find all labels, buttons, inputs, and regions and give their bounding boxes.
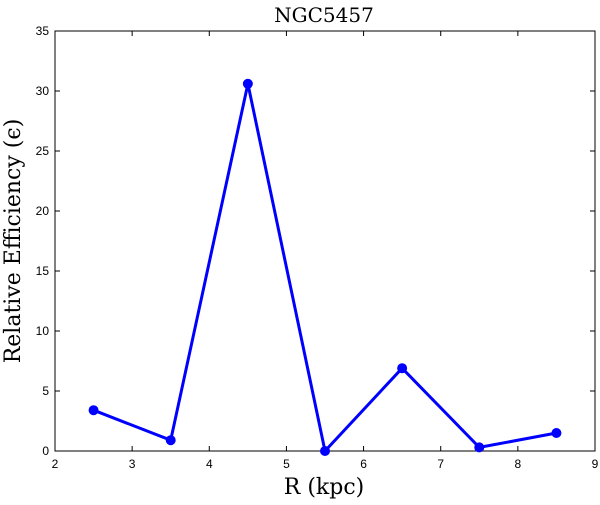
x-tick-label: 9: [592, 457, 599, 471]
series-layer: [88, 78, 562, 456]
x-tick-label: 4: [206, 457, 213, 471]
x-tick-label: 6: [360, 457, 367, 471]
data-point: [474, 442, 485, 453]
y-tick-label: 5: [42, 384, 49, 398]
y-tick-label: 25: [36, 144, 50, 158]
y-tick-label: 35: [36, 24, 50, 38]
x-tick-label: 5: [283, 457, 290, 471]
plot-area: [54, 30, 596, 452]
data-point: [242, 78, 253, 89]
x-tick-label: 2: [52, 457, 59, 471]
y-axis-label: Relative Efficiency (ϵ): [1, 119, 26, 364]
chart-title: NGC5457: [274, 3, 374, 27]
x-tick-label: 7: [437, 457, 444, 471]
y-tick-label: 10: [36, 324, 50, 338]
data-point: [165, 435, 176, 446]
data-point: [397, 363, 408, 374]
x-tick-label: 3: [129, 457, 136, 471]
data-point: [551, 428, 562, 438]
y-tick-label: 15: [36, 264, 50, 278]
x-tick-label: 8: [515, 457, 522, 471]
x-axis-label: R (kpc): [284, 475, 364, 500]
data-point: [88, 405, 99, 416]
y-tick-label: 0: [42, 444, 49, 458]
y-tick-label: 20: [36, 204, 50, 218]
data-point: [320, 446, 330, 456]
y-tick-label: 30: [36, 84, 50, 98]
x-axis: 2 3 4 5 6 7 8 9: [52, 31, 599, 471]
y-axis: 0 5 10 15 20 25 30 35: [36, 24, 595, 458]
